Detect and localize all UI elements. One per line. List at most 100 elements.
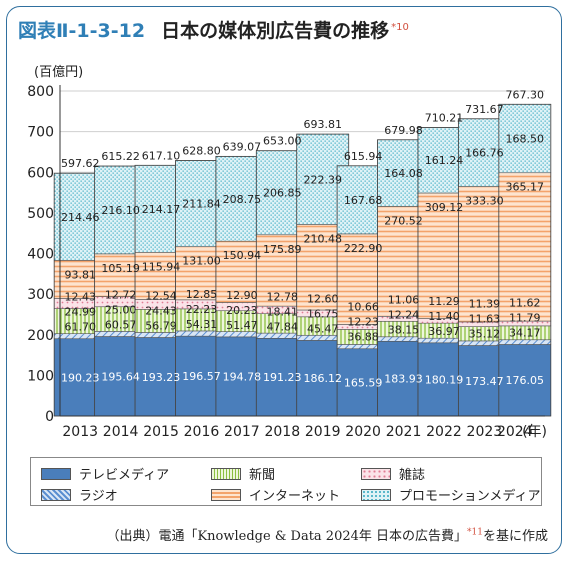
x-tick-label: 2024 (497, 424, 533, 440)
y-tick-label: 0 (45, 409, 54, 425)
value-label: 12.23 (347, 316, 379, 329)
value-label: 333.30 (465, 195, 504, 208)
value-label: 35.12 (469, 328, 501, 341)
value-label: 11.39 (469, 298, 501, 311)
y-tick-label: 500 (27, 206, 54, 222)
value-label: 193.23 (142, 371, 181, 384)
legend-label: インターネット (249, 489, 341, 504)
value-label: 20.23 (226, 304, 258, 317)
value-label: 11.79 (509, 311, 541, 324)
source-note: （出典）電通「Knowledge & Data 2024年 日本の広告費」*11… (106, 525, 548, 544)
bar-segment-promo (498, 103, 552, 174)
value-label: 270.52 (384, 214, 423, 227)
value-label: 208.75 (223, 193, 262, 206)
value-label: 214.17 (142, 203, 181, 216)
y-tick-label: 700 (27, 125, 54, 141)
x-tick-label: 2019 (305, 424, 341, 440)
value-label: 36.88 (347, 331, 379, 344)
value-label: 210.48 (303, 232, 342, 245)
value-label: 34.17 (509, 326, 541, 339)
legend-swatch (361, 488, 391, 501)
total-label: 693.81 (303, 118, 342, 131)
legend-item-tv: テレビメディア (41, 464, 169, 483)
value-label: 18.41 (267, 305, 299, 318)
legend-swatch (211, 488, 241, 501)
value-label: 191.23 (263, 371, 302, 384)
legend-label: テレビメディア (79, 468, 170, 483)
value-label: 61.70 (64, 321, 96, 334)
x-tick-label: 2015 (143, 424, 179, 440)
bar-segment-radio (498, 339, 552, 345)
x-tick-label: 2017 (224, 424, 260, 440)
total-label: 639.07 (223, 140, 262, 153)
value-label: 36.97 (428, 325, 460, 338)
value-label: 12.24 (388, 308, 420, 321)
value-label: 206.85 (263, 187, 302, 200)
value-label: 365.17 (506, 181, 545, 194)
legend-item-news: 新聞 (211, 464, 275, 483)
x-tick-label: 2022 (426, 424, 462, 440)
legend: テレビメディア 新聞 雑誌 ラジオ インターネット プロモーションメディア (30, 457, 542, 506)
legend-item-net: インターネット (211, 485, 340, 504)
value-label: 10.66 (347, 301, 379, 314)
total-label: 653.00 (263, 135, 302, 148)
value-label: 161.24 (425, 154, 464, 167)
x-tick-label: 2018 (264, 424, 300, 440)
value-label: 12.54 (145, 290, 177, 303)
value-label: 51.47 (226, 319, 258, 332)
total-label: 597.62 (61, 157, 100, 170)
source-text: （出典）電通「Knowledge & Data 2024年 日本の広告費」 (106, 529, 468, 544)
total-label: 615.22 (101, 150, 140, 163)
value-label: 216.10 (101, 204, 140, 217)
value-label: 131.00 (182, 255, 221, 268)
value-label: 54.31 (186, 318, 218, 331)
value-label: 222.90 (344, 242, 383, 255)
value-label: 175.89 (263, 243, 302, 256)
value-label: 25.00 (105, 304, 137, 317)
value-label: 12.60 (307, 292, 339, 305)
x-tick-label: 2013 (62, 424, 98, 440)
x-tick-label: 2016 (184, 424, 220, 440)
legend-swatch (211, 467, 241, 480)
legend-item-promo: プロモーションメディア (361, 485, 540, 504)
value-label: 45.47 (307, 322, 339, 335)
value-label: 11.06 (388, 293, 420, 306)
total-label: 679.98 (384, 124, 423, 137)
value-labels: 190.23 12.43 61.70 24.99 93.81 214.46 597.62 19… (61, 88, 544, 389)
value-label: 24.43 (145, 305, 177, 318)
legend-label: プロモーションメディア (399, 489, 541, 504)
value-label: 11.63 (469, 313, 501, 326)
legend-swatch (361, 467, 391, 480)
total-label: 731.67 (465, 103, 504, 116)
value-label: 12.72 (105, 289, 137, 302)
value-label: 214.46 (61, 211, 100, 224)
value-label: 196.57 (182, 370, 221, 383)
value-label: 180.19 (425, 373, 464, 386)
x-tick-label: 2023 (467, 424, 503, 440)
value-label: 164.08 (384, 167, 423, 180)
value-label: 222.39 (303, 173, 342, 186)
value-label: 115.94 (142, 260, 181, 273)
value-label: 38.15 (388, 323, 420, 336)
value-label: 12.85 (186, 288, 218, 301)
y-axis-unit-label: (百億円) (34, 64, 83, 80)
value-label: 165.59 (344, 376, 383, 389)
value-label: 211.84 (182, 198, 221, 211)
value-label: 166.76 (465, 147, 504, 160)
value-label: 56.79 (145, 320, 177, 333)
y-tick-label: 600 (27, 165, 54, 181)
value-label: 168.50 (506, 133, 545, 146)
value-label: 194.78 (223, 370, 262, 383)
value-label: 11.40 (428, 310, 460, 323)
x-axis-unit-label: (年) (522, 424, 547, 440)
value-label: 176.05 (506, 374, 545, 387)
value-label: 22.23 (186, 303, 218, 316)
bars (53, 103, 552, 417)
total-label: 628.80 (182, 145, 221, 158)
x-tick-label: 2021 (386, 424, 422, 440)
legend-label: ラジオ (79, 489, 118, 504)
value-label: 60.57 (105, 319, 137, 332)
value-label: 167.68 (344, 194, 383, 207)
